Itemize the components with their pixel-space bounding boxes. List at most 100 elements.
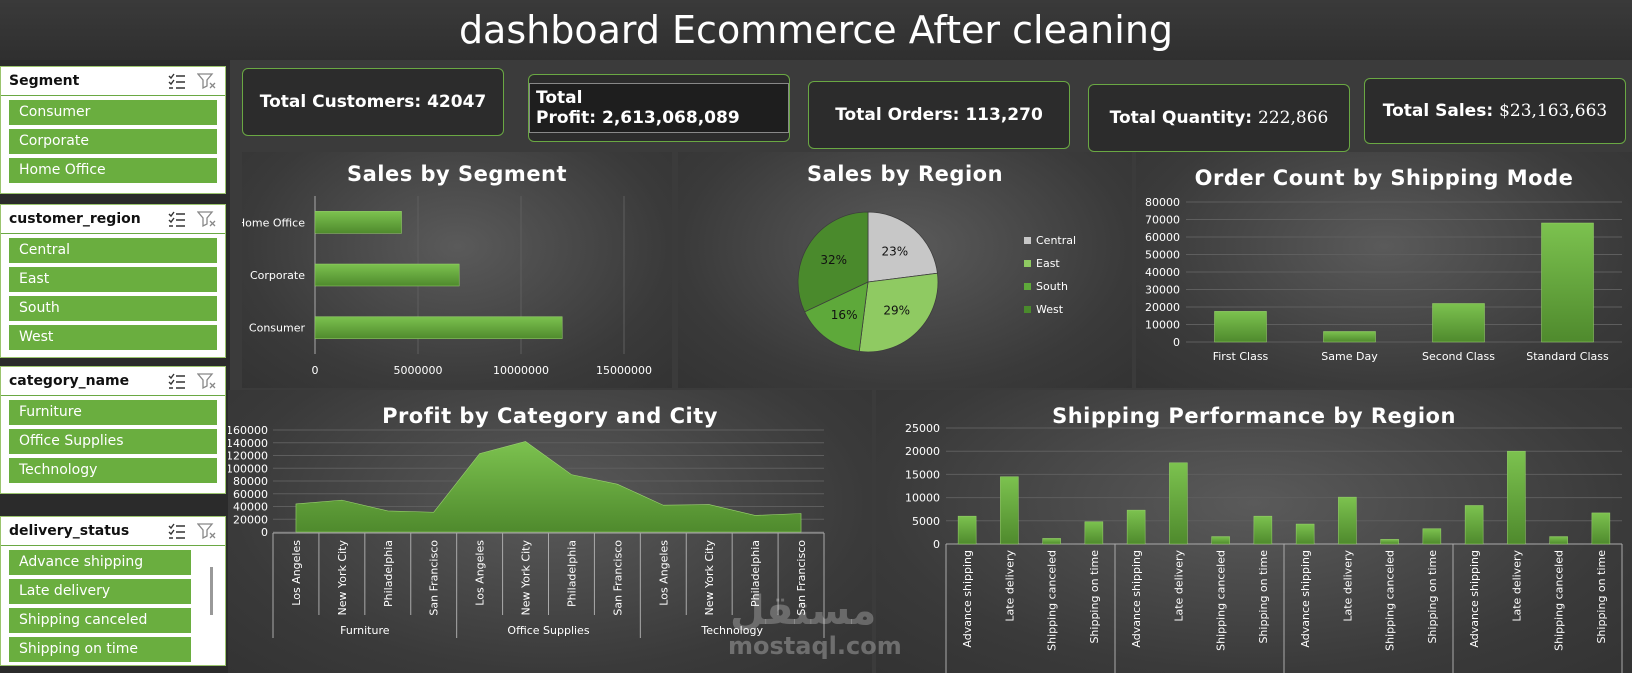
bar (1380, 539, 1399, 545)
pie-slice (867, 211, 938, 283)
status-label: Shipping canceled (1384, 550, 1397, 651)
kpi-value: 222,866 (1258, 108, 1329, 128)
bar (1295, 523, 1315, 545)
city-label: New York City (336, 540, 349, 616)
order-count-chart: 0 10000 20000 30000 40000 50000 60000 70000 8000… (1145, 196, 1622, 363)
kpi-value: 2,613,068,089 (601, 108, 740, 128)
status-label: Late delivery (1341, 550, 1354, 622)
city-label: Los Angeles (474, 540, 487, 606)
bar (1549, 536, 1568, 545)
chart-title: Order Count by Shipping Mode (1194, 166, 1574, 190)
bar (1338, 496, 1357, 545)
y-tick-label: 10000 (1145, 319, 1180, 332)
city-label: Los Angeles (657, 540, 670, 606)
x-tick-label: 0 (312, 364, 319, 377)
chart-title: Profit by Category and City (382, 404, 718, 428)
bar (1126, 509, 1146, 545)
bar (1591, 512, 1611, 545)
bar (314, 263, 460, 287)
sales-by-segment-panel: Sales by Segment 0 5000000 10000000 1500000… (242, 152, 672, 388)
slicer-item-east[interactable]: East (9, 267, 217, 292)
pie-slice (797, 211, 869, 313)
y-tick-label: 0 (1173, 336, 1180, 349)
chart-title: Sales by Segment (346, 162, 568, 186)
slicer-item-shipping-canceled[interactable]: Shipping canceled (9, 608, 191, 633)
legend-swatch (1024, 237, 1031, 244)
profit-by-category-panel: Profit by Category and City 0 20000 40000 6… (228, 390, 872, 673)
slicer-item-consumer[interactable]: Consumer (9, 100, 217, 125)
y-tick-label: 40000 (1145, 266, 1180, 279)
legend-label: Central (1036, 234, 1076, 247)
slicer-item-south[interactable]: South (9, 296, 217, 321)
kpi-label: Total Sales: (1382, 101, 1494, 121)
segment-slicer: Segment Consumer Corporate Home Office (0, 66, 226, 194)
bar (1422, 528, 1442, 545)
y-tick-label: 15000 (905, 468, 940, 481)
bar (1211, 536, 1230, 545)
status-label: Shipping on time (1257, 550, 1270, 644)
city-label: Philadelphia (565, 540, 578, 607)
status-label: Advance shipping (961, 550, 974, 648)
bar (1253, 515, 1273, 545)
clear-filter-icon[interactable] (197, 372, 217, 390)
multi-select-icon[interactable] (167, 522, 187, 540)
status-label: Late delivery (1172, 550, 1185, 622)
watermark-arabic: مستقل (730, 588, 877, 634)
multi-select-icon[interactable] (167, 72, 187, 90)
y-tick-label: 70000 (1145, 214, 1180, 227)
slicer-item-corporate[interactable]: Corporate (9, 129, 217, 154)
kpi-total-customers: Total Customers: 42047 (242, 68, 504, 136)
slicer-title: customer_region (9, 211, 141, 227)
legend-label: West (1036, 303, 1064, 316)
city-label: Philadelphia (382, 540, 395, 607)
x-tick-label: 15000000 (596, 364, 652, 377)
bar (314, 211, 402, 234)
bar (957, 515, 977, 545)
slicer-title: category_name (9, 373, 130, 389)
bar (1541, 222, 1594, 343)
sales-by-region-chart: 23% 29% 16% 32% Central East South West (797, 211, 1076, 353)
slicer-item-shipping-on-time[interactable]: Shipping on time (9, 637, 191, 662)
kpi-total-profit: Total Profit: 2,613,068,089 (528, 74, 790, 142)
multi-select-icon[interactable] (167, 372, 187, 390)
slicer-item-late-delivery[interactable]: Late delivery (9, 579, 191, 604)
y-tick-label: 60000 (1145, 231, 1180, 244)
clear-filter-icon[interactable] (197, 72, 217, 90)
clear-filter-icon[interactable] (197, 522, 217, 540)
y-tick-label: 80000 (233, 475, 268, 488)
slicer-item-west[interactable]: West (9, 325, 217, 350)
x-tick-label: 5000000 (394, 364, 443, 377)
group-label: Office Supplies (507, 624, 589, 637)
slicer-item-home-office[interactable]: Home Office (9, 158, 217, 183)
kpi-total-sales: Total Sales: $23,163,663 (1364, 78, 1626, 144)
status-label: Shipping canceled (1553, 550, 1566, 651)
kpi-value: 113,270 (965, 105, 1043, 125)
slicer-item-office-supplies[interactable]: Office Supplies (9, 429, 217, 454)
bar (1464, 505, 1484, 545)
category-label: Second Class (1422, 350, 1495, 363)
category-label: Corporate (250, 269, 305, 282)
legend-label: East (1036, 257, 1060, 270)
y-tick-label: 10000 (905, 492, 940, 505)
status-label: Advance shipping (1130, 550, 1143, 648)
y-tick-label: 30000 (1145, 284, 1180, 297)
slicer-scrollbar[interactable] (210, 567, 213, 615)
group-label: Technology (700, 624, 763, 637)
y-tick-label: 5000 (912, 515, 940, 528)
bar (1084, 521, 1104, 545)
slicer-item-furniture[interactable]: Furniture (9, 400, 217, 425)
city-label: Los Angeles (290, 540, 303, 606)
bar (314, 316, 563, 339)
slicer-item-technology[interactable]: Technology (9, 458, 217, 483)
y-tick-label: 20000 (233, 513, 268, 526)
sales-by-segment-chart: 0 5000000 10000000 15000000 Consumer Corporat… (242, 196, 652, 377)
slicer-item-central[interactable]: Central (9, 238, 217, 263)
y-tick-label: 0 (261, 526, 268, 539)
y-tick-label: 140000 (228, 437, 268, 450)
clear-filter-icon[interactable] (197, 210, 217, 228)
bar (1507, 450, 1526, 545)
status-label: Shipping canceled (1215, 550, 1228, 651)
kpi-label: Total Quantity: (1109, 108, 1253, 128)
slicer-item-advance-shipping[interactable]: Advance shipping (9, 550, 191, 575)
multi-select-icon[interactable] (167, 210, 187, 228)
